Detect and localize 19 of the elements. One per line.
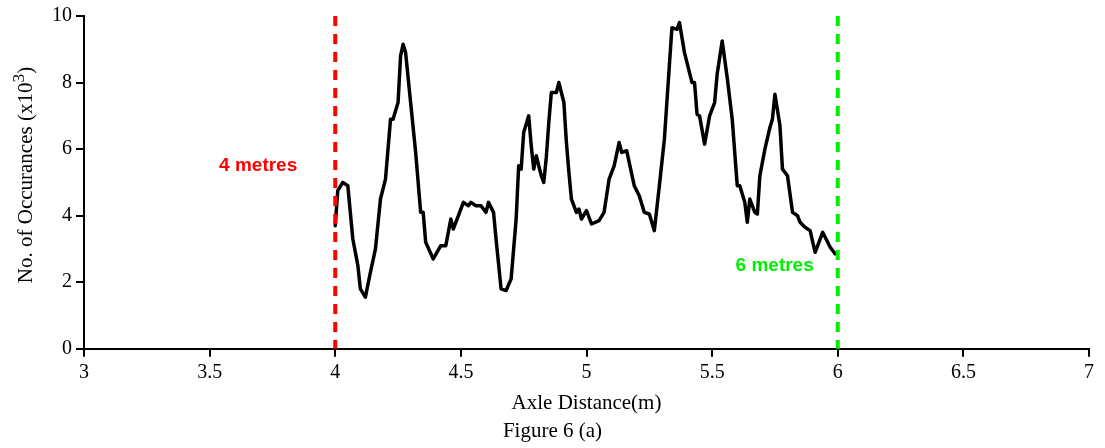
ref-line-label: 4 metres	[219, 153, 298, 175]
x-tick-label: 6.5	[950, 360, 976, 383]
y-tick-label: 4	[62, 202, 72, 225]
x-tick-label: 3.5	[197, 360, 223, 383]
x-tick-label: 5.5	[699, 360, 725, 383]
x-tick-label: 3	[79, 360, 89, 383]
x-tick-label: 7	[1084, 360, 1094, 383]
x-tick-label: 5	[581, 360, 592, 383]
x-axis-title: Axle Distance(m)	[511, 389, 662, 414]
y-tick-label: 8	[62, 69, 72, 92]
x-tick-label: 6	[832, 360, 843, 383]
x-tick-label: 4.5	[448, 360, 474, 383]
y-tick-label: 2	[62, 269, 72, 292]
y-tick-label: 0	[62, 336, 72, 359]
caption: Figure 6 (a)	[501, 418, 604, 443]
ref-line-label: 6 metres	[735, 253, 814, 275]
y-tick-label: 10	[52, 3, 72, 26]
x-tick-label: 4	[330, 360, 341, 383]
y-tick-label: 6	[62, 136, 72, 159]
